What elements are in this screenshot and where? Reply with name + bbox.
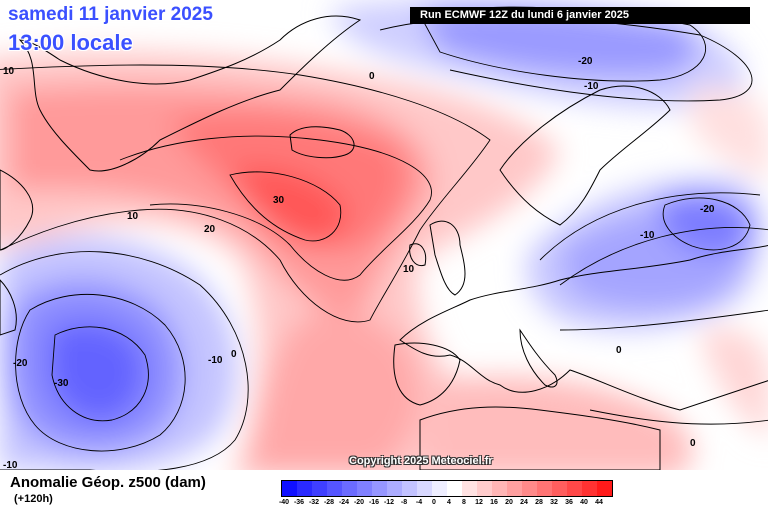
color-scale-bar: [281, 480, 613, 497]
color-scale-cell: [567, 481, 582, 496]
color-scale-cell: [447, 481, 462, 496]
color-scale-tick-label: 20: [505, 499, 513, 506]
color-scale-cell: [462, 481, 477, 496]
color-scale-tick-label: -32: [308, 499, 320, 506]
color-scale-cell: [327, 481, 342, 496]
contour-label: 0: [690, 438, 696, 449]
color-scale-cell: [597, 481, 612, 496]
legend-title: Anomalie Géop. z500 (dam): [10, 474, 206, 491]
contour-label: -10: [3, 460, 18, 470]
color-scale-tick-label: 44: [595, 499, 603, 506]
contour-labels: 10 0 -20 -10 30 10 20 10 -20 -10 -20 -30…: [3, 56, 715, 470]
legend-subtitle: (+120h): [14, 493, 53, 505]
color-scale-tick-label: 12: [475, 499, 483, 506]
contour-label: -20: [578, 56, 593, 67]
color-scale-cell: [492, 481, 507, 496]
contour-label: 10: [403, 264, 415, 275]
color-scale-tick-label: -12: [383, 499, 395, 506]
color-scale-cell: [522, 481, 537, 496]
color-scale-tick-label: 36: [565, 499, 573, 506]
color-scale-tick-label: 4: [447, 499, 451, 506]
color-scale-cell: [312, 481, 327, 496]
contour-label: -10: [208, 355, 223, 366]
color-scale-tick-label: 0: [432, 499, 436, 506]
color-scale-cell: [507, 481, 522, 496]
contour-label: 10: [3, 66, 15, 77]
color-scale-cell: [582, 481, 597, 496]
color-scale-cell: [357, 481, 372, 496]
color-scale-cell: [477, 481, 492, 496]
contour-label: -30: [54, 378, 69, 389]
color-scale-tick-label: -40: [278, 499, 290, 506]
contour-label: -10: [584, 81, 599, 92]
color-scale-cell: [372, 481, 387, 496]
color-scale-tick-label: -36: [293, 499, 305, 506]
color-scale-tick-label: 24: [520, 499, 528, 506]
color-scale-cell: [342, 481, 357, 496]
anomaly-map: 10 0 -20 -10 30 10 20 10 -20 -10 -20 -30…: [0, 0, 768, 470]
copyright-text: Copyright 2025 Meteociel.fr: [349, 455, 493, 467]
run-info-banner: Run ECMWF 12Z du lundi 6 janvier 2025: [410, 7, 750, 24]
color-scale-ticks: -40 -36 -32 -28 -24 -20 -16 -12 -8 -4 0 4 8 12 16 20 24 2…: [278, 499, 614, 511]
color-scale-tick-label: 32: [550, 499, 558, 506]
contour-label: 30: [273, 195, 285, 206]
contour-label: 0: [369, 71, 375, 82]
color-scale-tick-label: -16: [368, 499, 380, 506]
contour-label: 20: [204, 224, 216, 235]
color-scale-tick-label: -4: [415, 499, 423, 506]
color-scale-cell: [297, 481, 312, 496]
color-scale-tick-label: 8: [462, 499, 466, 506]
contour-label: 10: [127, 211, 139, 222]
color-scale-tick-label: -8: [400, 499, 408, 506]
color-scale-cell: [387, 481, 402, 496]
color-scale-tick-label: -24: [338, 499, 350, 506]
color-scale-cell: [282, 481, 297, 496]
color-scale-cell: [537, 481, 552, 496]
contour-label: -20: [13, 358, 28, 369]
color-scale-cell: [402, 481, 417, 496]
contour-label: 0: [231, 349, 237, 360]
color-scale-tick-label: 16: [490, 499, 498, 506]
color-scale-tick-label: 40: [580, 499, 588, 506]
color-scale-cell: [552, 481, 567, 496]
forecast-local-time: 13:00 locale: [8, 30, 133, 55]
color-scale-tick-label: -20: [353, 499, 365, 506]
color-scale-cell: [432, 481, 447, 496]
color-scale-tick-label: -28: [323, 499, 335, 506]
contour-label: -10: [640, 230, 655, 241]
contour-label: -20: [700, 204, 715, 215]
forecast-date: samedi 11 janvier 2025: [8, 4, 213, 25]
contour-label: 0: [616, 345, 622, 356]
coastlines: [0, 15, 768, 470]
color-scale-cell: [417, 481, 432, 496]
color-scale-tick-label: 28: [535, 499, 543, 506]
